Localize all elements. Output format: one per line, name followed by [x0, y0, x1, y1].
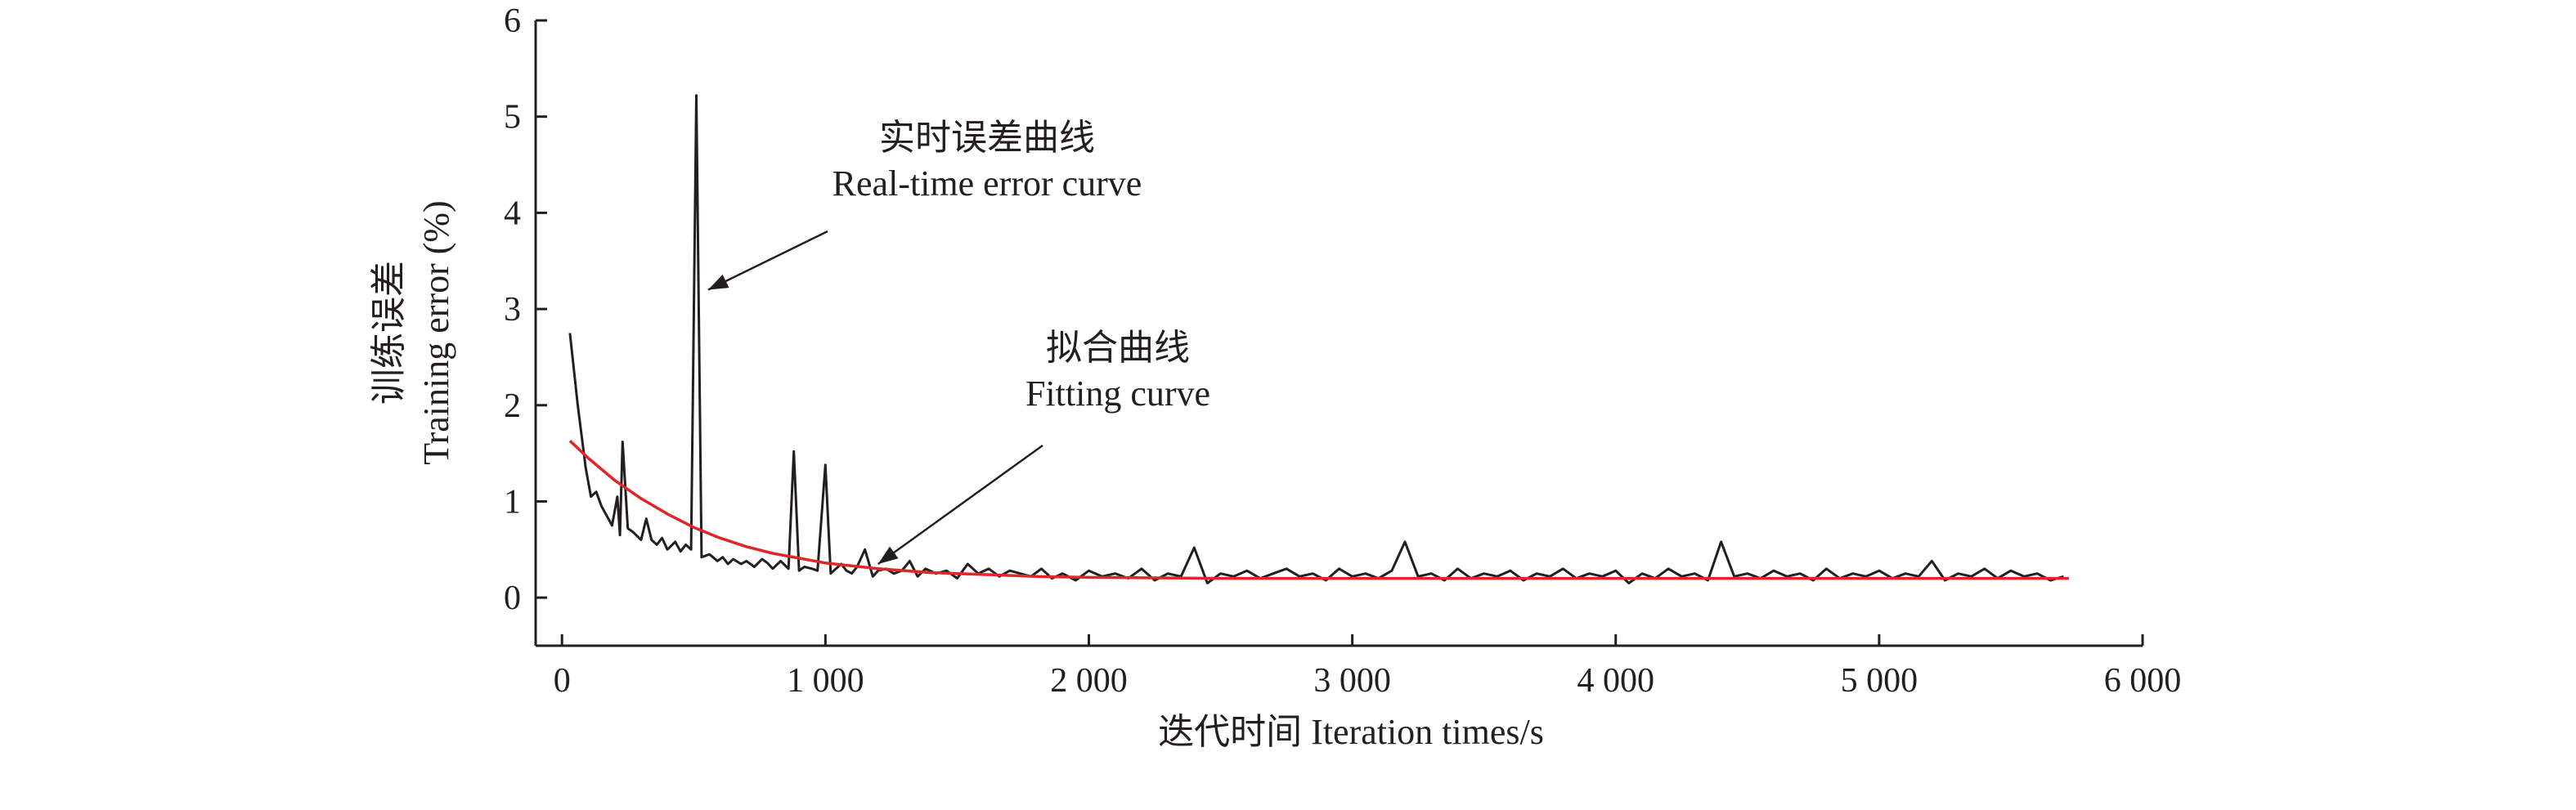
- annotation-fitting-cn: 拟合曲线: [1046, 328, 1190, 368]
- y-tick-label: 0: [504, 580, 521, 617]
- fitting-curve: [568, 440, 2069, 580]
- annotation-realtime-en: Real-time error curve: [832, 163, 1142, 204]
- y-tick-label: 3: [504, 291, 521, 329]
- y-tick-label: 5: [504, 99, 521, 136]
- arrowhead-realtime: [707, 274, 729, 290]
- x-tick-label: 2 000: [1050, 662, 1128, 700]
- x-tick-label: 1 000: [787, 662, 864, 700]
- annotation-fitting-en: Fitting curve: [1025, 374, 1210, 414]
- real-time-curve: [568, 94, 2064, 584]
- arrow-fitting: [877, 444, 1043, 565]
- axes: [534, 20, 2143, 647]
- y-axis-title-en: Training error (%): [416, 200, 456, 464]
- x-tick-label: 3 000: [1313, 662, 1391, 700]
- x-tick-label: 6 000: [2104, 662, 2182, 700]
- annotation-realtime-cn: 实时误差曲线: [879, 118, 1095, 158]
- arrowhead-fitting: [877, 546, 899, 564]
- ticks: 0 1 2 3 4 5 6 0 1 000 2 000 3 000 4 000 5 000 6 000: [504, 2, 2181, 700]
- x-tick-label: 5 000: [1841, 662, 1919, 700]
- y-tick-label: 2: [504, 387, 521, 425]
- x-tick-label: 4 000: [1577, 662, 1654, 700]
- arrow-realtime: [707, 230, 828, 291]
- y-tick-label: 4: [504, 195, 521, 232]
- x-axis-title: 迭代时间 Iteration times/s: [1158, 712, 1544, 752]
- y-axis-title-cn: 训练误差: [369, 261, 409, 405]
- series-group: [568, 94, 2069, 584]
- annotation-arrows: [707, 230, 1043, 565]
- y-tick-label: 6: [504, 2, 521, 40]
- x-tick-label: 0: [554, 662, 571, 700]
- y-tick-label: 1: [504, 483, 521, 521]
